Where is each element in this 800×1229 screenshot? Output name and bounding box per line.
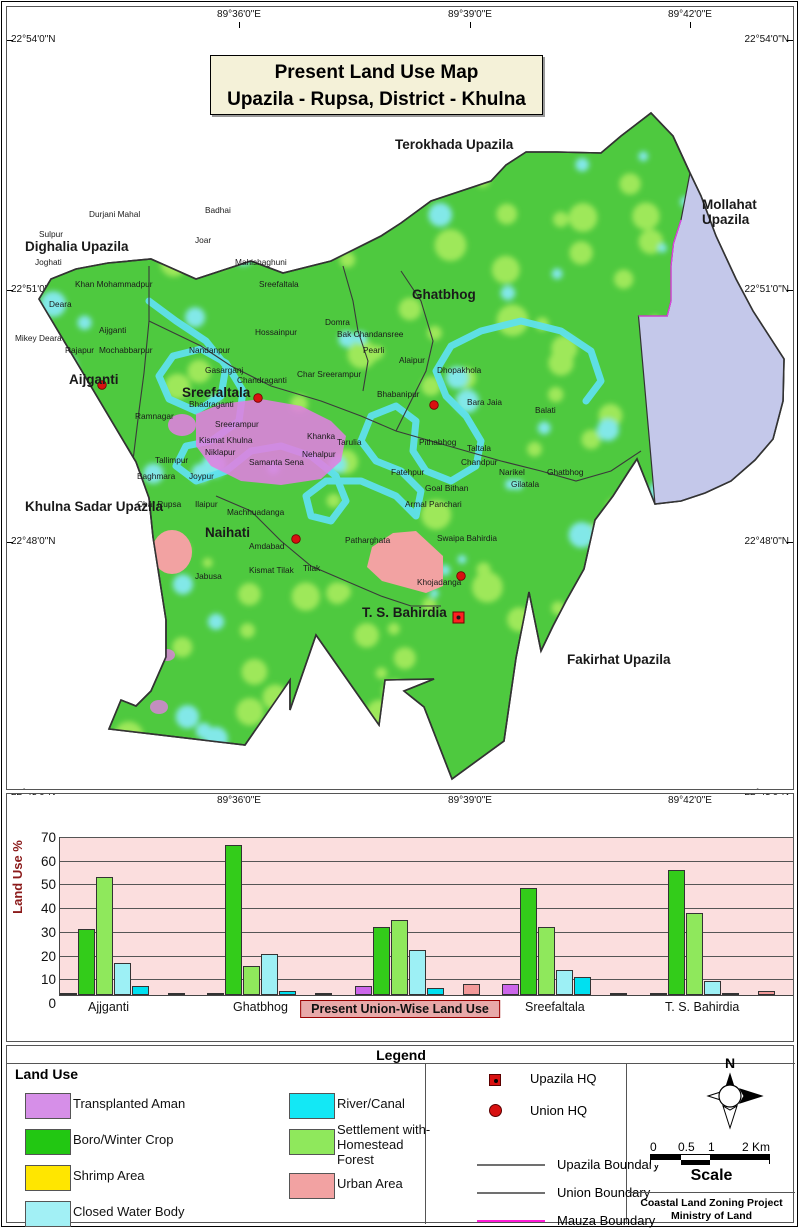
svg-text:N: N [725,1056,735,1071]
